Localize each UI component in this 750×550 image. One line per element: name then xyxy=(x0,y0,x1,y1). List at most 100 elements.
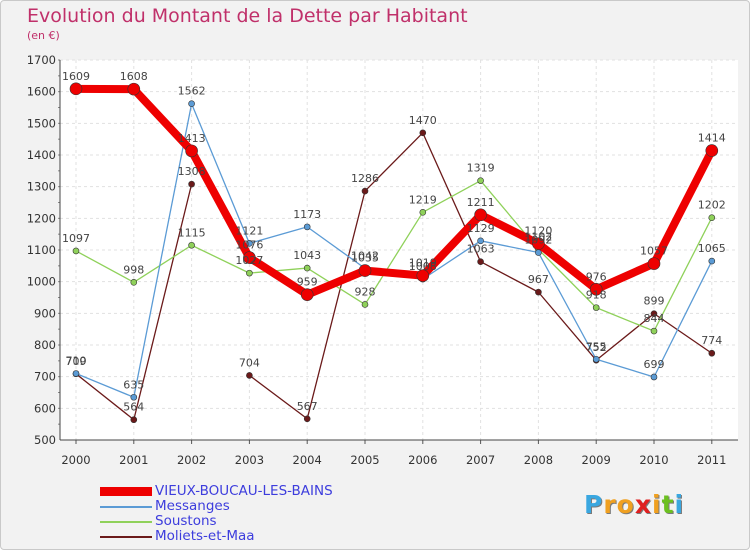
data-label-soustons: 918 xyxy=(586,289,607,302)
data-label-moliets-et-maa: 1063 xyxy=(467,243,495,256)
y-tick-label: 700 xyxy=(34,370,56,384)
series-segment-vieux-boucau-les-bains xyxy=(592,259,658,294)
data-point-vieux-boucau-les-bains xyxy=(705,144,719,157)
data-label-vieux-boucau-les-bains: 1414 xyxy=(698,132,726,145)
series-segment-messanges xyxy=(306,226,366,270)
data-point-messanges xyxy=(650,373,658,381)
data-label-vieux-boucau-les-bains: 1211 xyxy=(467,196,495,209)
data-point-messanges xyxy=(708,257,716,265)
data-label-moliets-et-maa: 567 xyxy=(297,400,318,413)
data-label-vieux-boucau-les-bains: 1019 xyxy=(409,257,437,270)
data-point-vieux-boucau-les-bains xyxy=(647,257,661,270)
data-label-moliets-et-maa: 704 xyxy=(239,356,260,369)
logo-letter: i xyxy=(652,490,662,519)
data-label-vieux-boucau-les-bains: 959 xyxy=(297,276,318,289)
unit-label: (en €) xyxy=(27,29,60,42)
data-label-soustons: 1115 xyxy=(178,226,206,239)
x-tick-label: 2001 xyxy=(119,453,148,467)
data-label-vieux-boucau-les-bains: 1609 xyxy=(62,70,90,83)
data-label-messanges: 699 xyxy=(644,358,665,371)
series-segment-messanges xyxy=(248,226,308,245)
data-label-soustons: 1102 xyxy=(524,230,552,243)
data-point-soustons xyxy=(303,264,311,272)
y-tick-label: 900 xyxy=(34,306,56,320)
series-segment-vieux-boucau-les-bains xyxy=(303,266,369,299)
data-label-vieux-boucau-les-bains: 1076 xyxy=(235,239,263,252)
legend-swatch xyxy=(100,506,152,508)
series-segment-vieux-boucau-les-bains xyxy=(187,146,254,262)
series-segment-moliets-et-maa xyxy=(306,190,366,420)
data-label-soustons: 844 xyxy=(644,312,665,325)
series-segment-vieux-boucau-les-bains xyxy=(245,253,312,299)
data-label-soustons: 1043 xyxy=(293,249,321,262)
data-point-messanges xyxy=(303,223,311,231)
data-point-vieux-boucau-les-bains xyxy=(474,208,487,222)
data-point-soustons xyxy=(708,214,716,221)
series-segment-vieux-boucau-les-bains xyxy=(361,266,427,280)
series-segment-vieux-boucau-les-bains xyxy=(129,85,196,155)
series-segment-moliets-et-maa xyxy=(75,373,135,421)
data-label-moliets-et-maa: 1286 xyxy=(351,172,379,185)
data-point-moliets-et-maa xyxy=(708,349,716,357)
data-label-moliets-et-maa: 709 xyxy=(66,355,87,368)
data-label-soustons: 928 xyxy=(355,285,376,298)
data-point-messanges xyxy=(188,100,195,107)
data-point-moliets-et-maa xyxy=(477,258,484,266)
data-point-vieux-boucau-les-bains xyxy=(358,264,372,277)
data-point-vieux-boucau-les-bains xyxy=(69,82,83,96)
series-segment-soustons xyxy=(248,267,308,274)
data-point-moliets-et-maa xyxy=(188,180,195,188)
data-label-messanges: 635 xyxy=(123,378,144,391)
y-tick-label: 1300 xyxy=(27,180,56,194)
series-segment-soustons xyxy=(653,217,713,332)
series-segment-soustons xyxy=(595,306,655,332)
series-segment-messanges xyxy=(75,372,135,398)
series-segment-moliets-et-maa xyxy=(595,312,655,361)
series-segment-messanges xyxy=(653,260,713,378)
series-segment-soustons xyxy=(190,244,251,274)
logo-letter: o xyxy=(616,490,635,519)
legend-label: Moliets-et-Maa xyxy=(155,528,255,544)
legend-label: VIEUX-BOUCAU-LES-BAINS xyxy=(155,483,333,499)
y-tick-label: 1500 xyxy=(27,116,56,130)
series-segment-vieux-boucau-les-bains xyxy=(418,210,485,280)
data-point-soustons xyxy=(592,304,600,311)
x-tick-label: 2004 xyxy=(293,453,322,467)
data-label-vieux-boucau-les-bains: 976 xyxy=(586,270,607,283)
series-segment-moliets-et-maa xyxy=(653,312,713,354)
series-segment-soustons xyxy=(133,244,193,283)
legend-swatch xyxy=(100,536,152,538)
series-segment-soustons xyxy=(75,250,135,283)
data-label-messanges: 1129 xyxy=(467,222,495,235)
data-point-soustons xyxy=(650,327,658,335)
data-point-soustons xyxy=(361,301,369,308)
data-label-messanges: 1092 xyxy=(524,234,552,247)
y-tick-label: 1000 xyxy=(27,275,56,289)
logo-letter: i xyxy=(674,490,685,519)
data-label-messanges: 1562 xyxy=(178,85,206,98)
series-segment-messanges xyxy=(422,240,482,280)
legend-swatch xyxy=(100,521,152,523)
data-label-moliets-et-maa: 899 xyxy=(644,295,665,308)
y-tick-label: 1600 xyxy=(27,85,56,99)
y-tick-label: 1100 xyxy=(27,243,56,257)
data-point-moliets-et-maa xyxy=(419,129,427,137)
data-point-moliets-et-maa xyxy=(246,372,253,379)
x-tick-label: 2003 xyxy=(235,453,264,467)
data-label-soustons: 1202 xyxy=(698,199,726,212)
data-label-vieux-boucau-les-bains: 1413 xyxy=(178,132,206,145)
data-point-vieux-boucau-les-bains xyxy=(416,269,430,282)
data-label-vieux-boucau-les-bains: 1120 xyxy=(524,225,552,238)
data-label-messanges: 710 xyxy=(66,355,87,368)
data-point-messanges xyxy=(246,240,253,247)
series-segment-moliets-et-maa xyxy=(422,132,482,263)
data-point-moliets-et-maa xyxy=(130,416,138,424)
x-tick-label: 2000 xyxy=(61,453,90,467)
data-point-moliets-et-maa xyxy=(361,187,369,195)
data-point-vieux-boucau-les-bains xyxy=(532,237,545,250)
logo-letter: r xyxy=(603,490,617,519)
data-point-vieux-boucau-les-bains xyxy=(243,251,256,264)
y-tick-label: 600 xyxy=(34,401,56,415)
x-tick-label: 2009 xyxy=(582,453,611,467)
data-label-moliets-et-maa: 1308 xyxy=(178,165,206,178)
